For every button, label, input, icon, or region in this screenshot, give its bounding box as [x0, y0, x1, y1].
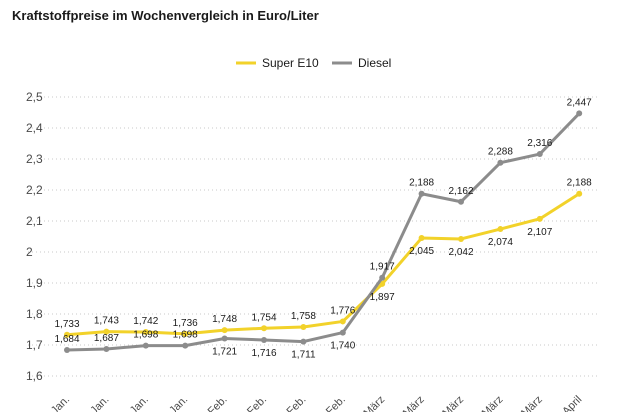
data-point	[182, 330, 189, 337]
data-point	[300, 324, 307, 331]
data-point	[103, 346, 110, 353]
y-tick-label: 1,7	[26, 338, 43, 352]
data-label: 1,721	[212, 346, 237, 357]
data-label: 1,758	[291, 311, 316, 322]
y-tick-label: 2	[26, 245, 33, 259]
data-point	[64, 331, 70, 338]
x-tick-label: Feb.	[206, 394, 230, 412]
y-tick-label: 1,9	[26, 276, 43, 290]
data-label: 2,188	[567, 178, 592, 189]
y-tick-label: 2,5	[26, 90, 43, 104]
x-tick-label: März	[362, 394, 388, 412]
data-label: 1,687	[94, 333, 119, 344]
x-tick-label: März	[480, 394, 506, 412]
y-tick-label: 2,1	[26, 214, 43, 228]
data-point	[418, 190, 425, 197]
data-point	[458, 235, 464, 242]
data-label: 2,188	[409, 178, 434, 189]
x-tick-label: Jan.	[49, 394, 72, 412]
data-label: 1,711	[291, 350, 316, 361]
data-label: 1,743	[94, 316, 119, 327]
legend-label: Diesel	[358, 56, 391, 70]
data-point	[536, 151, 543, 158]
data-point	[497, 226, 504, 233]
data-point	[418, 235, 425, 242]
data-point	[103, 328, 110, 335]
data-point	[64, 346, 70, 353]
data-label: 2,074	[488, 237, 513, 248]
data-label: 1,684	[54, 334, 79, 345]
data-point	[379, 280, 386, 287]
data-point	[182, 342, 189, 349]
data-label: 1,776	[330, 305, 355, 316]
data-point	[221, 327, 228, 334]
x-tick-label: 0. Feb.	[236, 394, 269, 412]
data-point	[576, 190, 583, 197]
data-point	[261, 337, 267, 344]
data-point	[300, 338, 307, 345]
x-tick-label: 3. Jan.	[80, 394, 112, 412]
data-label: 1,754	[251, 312, 276, 323]
x-tick-label: März	[519, 394, 545, 412]
data-point	[497, 159, 504, 166]
data-label: 2,316	[527, 138, 552, 149]
chart-title: Kraftstoffpreise im Wochenvergleich in E…	[12, 8, 319, 23]
series-line	[66, 192, 581, 337]
y-tick-label: 2,2	[26, 183, 43, 197]
data-label: 2,107	[527, 227, 552, 238]
data-point	[339, 318, 346, 325]
x-tick-label: 7. Jan.	[158, 394, 190, 412]
y-tick-label: 1,6	[26, 369, 43, 383]
data-label: 1,698	[173, 330, 198, 341]
data-label: 1,716	[251, 348, 276, 359]
data-point	[221, 335, 228, 342]
x-tick-label: April	[560, 394, 584, 412]
data-point	[458, 198, 464, 205]
data-label: 1,736	[173, 318, 198, 329]
legend-label: Super E10	[262, 56, 319, 70]
data-label: 1,740	[330, 341, 355, 352]
data-label: 1,742	[133, 316, 158, 327]
data-label: 2,162	[448, 186, 473, 197]
data-point	[142, 342, 149, 349]
data-label: 1,698	[133, 330, 158, 341]
x-tick-label: 0. Jan.	[119, 394, 151, 412]
data-label: 2,447	[567, 97, 592, 108]
data-point	[339, 329, 346, 336]
data-point	[576, 110, 583, 117]
x-tick-label: März	[440, 394, 466, 412]
data-label: 1,748	[212, 314, 237, 325]
x-tick-label: Feb.	[324, 394, 348, 412]
data-label: 2,045	[409, 246, 434, 257]
y-tick-label: 1,8	[26, 307, 43, 321]
data-point	[261, 325, 267, 332]
series-line	[66, 112, 581, 352]
data-label: 2,288	[488, 147, 513, 158]
x-tick-label: März	[401, 394, 427, 412]
data-label: 2,042	[448, 247, 473, 258]
data-point	[536, 215, 543, 222]
data-point	[142, 328, 149, 335]
data-label: 1,897	[370, 292, 395, 303]
data-label: 1,733	[54, 319, 79, 330]
data-point	[379, 274, 386, 281]
y-tick-label: 2,4	[26, 121, 43, 135]
data-label: 1,917	[370, 262, 395, 273]
x-tick-label: 7. Feb.	[276, 394, 309, 412]
y-tick-label: 2,3	[26, 152, 43, 166]
